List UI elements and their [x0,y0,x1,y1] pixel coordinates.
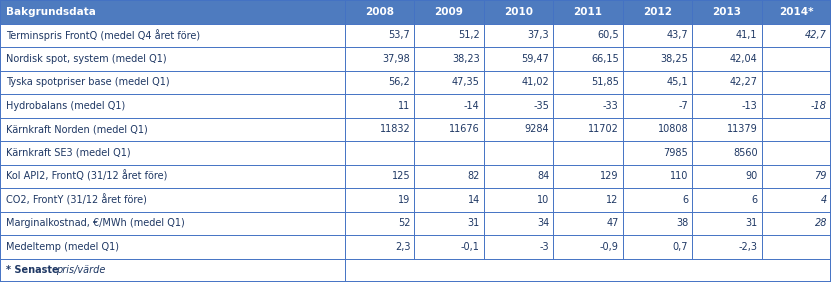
Text: 53,7: 53,7 [389,30,411,40]
Text: * Senaste: * Senaste [6,265,62,275]
Text: -7: -7 [678,101,688,111]
Text: Bakgrundsdata: Bakgrundsdata [6,7,96,17]
Text: 4: 4 [821,195,827,205]
Text: 38,25: 38,25 [660,54,688,64]
Text: Kärnkraft Norden (medel Q1): Kärnkraft Norden (medel Q1) [6,124,148,134]
Text: 79: 79 [814,171,827,181]
Text: 52: 52 [398,218,411,228]
Text: Medeltemp (medel Q1): Medeltemp (medel Q1) [6,242,119,252]
Text: 10808: 10808 [657,124,688,134]
Text: 125: 125 [391,171,411,181]
Text: 2009: 2009 [435,7,464,17]
Text: 47,35: 47,35 [452,77,479,87]
Text: 43,7: 43,7 [666,30,688,40]
Bar [0,118,831,141]
Text: 6: 6 [751,195,758,205]
Text: 11: 11 [398,101,411,111]
Text: -14: -14 [464,101,479,111]
Text: 31: 31 [468,218,479,228]
Text: 2,3: 2,3 [395,242,411,252]
Text: 12: 12 [607,195,618,205]
Text: Terminspris FrontQ (medel Q4 året före): Terminspris FrontQ (medel Q4 året före) [6,29,200,41]
Text: 7985: 7985 [663,148,688,158]
Bar [0,23,831,47]
Text: -18: -18 [811,101,827,111]
Text: 34: 34 [537,218,549,228]
Text: 42,7: 42,7 [805,30,827,40]
Text: Kol API2, FrontQ (31/12 året före): Kol API2, FrontQ (31/12 året före) [6,171,167,182]
Bar [0,47,831,70]
Text: 11702: 11702 [588,124,618,134]
Text: 59,47: 59,47 [521,54,549,64]
Text: 60,5: 60,5 [597,30,618,40]
Text: 2010: 2010 [504,7,533,17]
Text: 38: 38 [676,218,688,228]
Text: -2,3: -2,3 [739,242,758,252]
Text: -0,1: -0,1 [461,242,479,252]
Bar [0,70,831,94]
Bar [0,164,831,188]
Text: 82: 82 [467,171,479,181]
Text: 56,2: 56,2 [389,77,411,87]
Text: 0,7: 0,7 [672,242,688,252]
Bar [0,259,831,282]
Text: -35: -35 [534,101,549,111]
Bar [0,94,831,118]
Text: 51,85: 51,85 [591,77,618,87]
Text: 8560: 8560 [733,148,758,158]
Text: 84: 84 [537,171,549,181]
Text: 41,1: 41,1 [736,30,758,40]
Bar [0,141,831,164]
Text: 45,1: 45,1 [666,77,688,87]
Text: 9284: 9284 [524,124,549,134]
Text: 11676: 11676 [449,124,479,134]
Text: CO2, FrontY (31/12 året före): CO2, FrontY (31/12 året före) [6,194,147,206]
Text: 31: 31 [745,218,758,228]
Text: 2011: 2011 [573,7,602,17]
Text: -33: -33 [603,101,618,111]
Bar [0,188,831,212]
Text: -3: -3 [539,242,549,252]
Bar [0,0,831,23]
Text: 37,98: 37,98 [382,54,411,64]
Text: 6: 6 [682,195,688,205]
Text: pris/värde: pris/värde [56,265,106,275]
Text: 11379: 11379 [727,124,758,134]
Text: 42,27: 42,27 [730,77,758,87]
Text: 129: 129 [600,171,618,181]
Text: 110: 110 [670,171,688,181]
Bar [0,235,831,259]
Text: 10: 10 [537,195,549,205]
Text: 19: 19 [398,195,411,205]
Text: 42,04: 42,04 [730,54,758,64]
Text: Marginalkostnad, €/MWh (medel Q1): Marginalkostnad, €/MWh (medel Q1) [6,218,184,228]
Bar [0,212,831,235]
Text: 41,02: 41,02 [522,77,549,87]
Text: -13: -13 [742,101,758,111]
Text: Nordisk spot, system (medel Q1): Nordisk spot, system (medel Q1) [6,54,167,64]
Text: Tyska spotpriser base (medel Q1): Tyska spotpriser base (medel Q1) [6,77,170,87]
Text: 90: 90 [745,171,758,181]
Text: 47: 47 [607,218,618,228]
Text: 51,2: 51,2 [458,30,479,40]
Text: 28: 28 [814,218,827,228]
Text: Hydrobalans (medel Q1): Hydrobalans (medel Q1) [6,101,125,111]
Text: 2008: 2008 [365,7,394,17]
Text: 37,3: 37,3 [528,30,549,40]
Text: -0,9: -0,9 [600,242,618,252]
Text: Kärnkraft SE3 (medel Q1): Kärnkraft SE3 (medel Q1) [6,148,130,158]
Text: 2012: 2012 [643,7,672,17]
Text: 11832: 11832 [380,124,411,134]
Text: 38,23: 38,23 [452,54,479,64]
Text: 2014*: 2014* [779,7,814,17]
Text: 14: 14 [468,195,479,205]
Text: 66,15: 66,15 [591,54,618,64]
Text: 2013: 2013 [712,7,741,17]
